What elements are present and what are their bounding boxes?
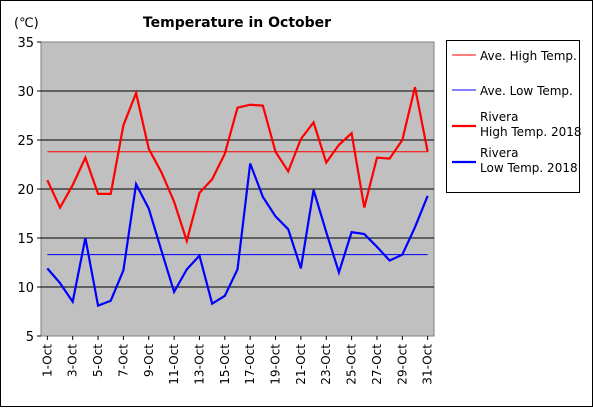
y-tick-label: 30 <box>17 85 34 100</box>
chart-title: Temperature in October <box>143 15 331 31</box>
x-tick-label: 13-Oct <box>192 344 206 385</box>
y-tick-label: 35 <box>17 36 34 51</box>
y-tick-label: 15 <box>17 232 34 247</box>
x-tick-label: 3-Oct <box>66 344 80 377</box>
legend-label-rivera-low-temp-2018: Low Temp. 2018 <box>480 161 578 175</box>
y-unit-label: (℃) <box>14 16 39 31</box>
legend: Ave. High Temp.Ave. Low Temp.RiveraHigh … <box>446 40 582 193</box>
y-tick-label: 5 <box>26 330 34 345</box>
legend-box <box>446 40 580 193</box>
legend-label-ave-low-temp: Ave. Low Temp. <box>480 84 573 98</box>
x-tick-label: 9-Oct <box>142 344 156 377</box>
y-tick-label: 25 <box>17 134 34 149</box>
gridlines <box>41 90 434 288</box>
series-lines <box>46 86 429 308</box>
x-tick-label: 1-Oct <box>40 344 54 377</box>
x-tick-label: 7-Oct <box>116 344 130 377</box>
x-tick-label: 15-Oct <box>218 344 232 385</box>
x-tick-label: 25-Oct <box>345 344 359 385</box>
y-tick-label: 20 <box>17 183 34 198</box>
x-tick-label: 19-Oct <box>269 344 283 385</box>
legend-label-rivera-low-temp-2018: Rivera <box>480 146 518 160</box>
legend-label-rivera-high-temp-2018: High Temp. 2018 <box>480 125 582 139</box>
x-axis-ticks: 1-Oct 3-Oct 5-Oct 7-Oct 9-Oct 11-Oct 13-Oct 15-… <box>40 336 435 385</box>
x-tick-label: 5-Oct <box>91 344 105 377</box>
x-tick-label: 23-Oct <box>319 344 333 385</box>
series-line-rivera-low-temp-2018 <box>46 163 429 308</box>
x-tick-label: 29-Oct <box>395 344 409 385</box>
x-tick-label: 11-Oct <box>167 344 181 385</box>
x-tick-label: 31-Oct <box>421 344 435 385</box>
x-tick-label: 17-Oct <box>243 344 257 385</box>
y-axis-ticks: 5 10 15 20 25 30 35 <box>17 36 41 345</box>
legend-label-ave-high-temp: Ave. High Temp. <box>480 49 577 63</box>
legend-label-rivera-high-temp-2018: Rivera <box>480 110 518 124</box>
series-line-rivera-high-temp-2018 <box>46 86 429 245</box>
x-tick-label: 27-Oct <box>370 344 384 385</box>
y-tick-label: 10 <box>17 281 34 296</box>
x-tick-label: 21-Oct <box>294 344 308 385</box>
